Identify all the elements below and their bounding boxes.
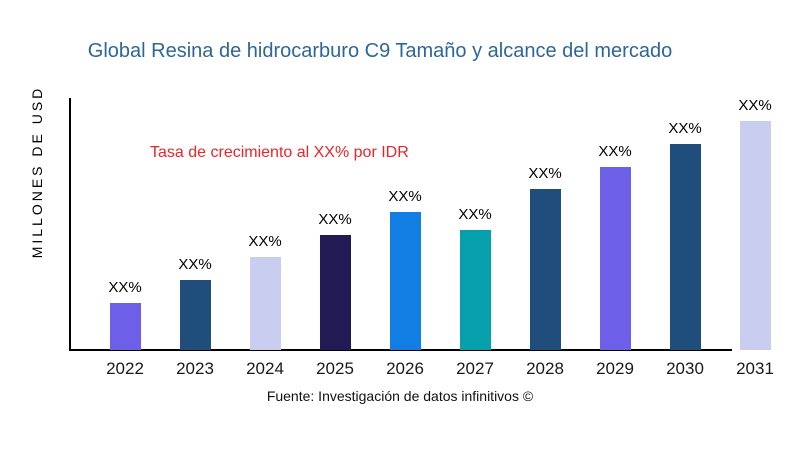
bar-2022 xyxy=(109,303,141,350)
bar-group-2031: XX% 2031 xyxy=(720,97,790,378)
source-caption: Fuente: Investigación de datos infinitiv… xyxy=(266,388,534,404)
tick-label-2030: 2030 xyxy=(666,359,704,378)
bar-group-2026: XX% 2026 xyxy=(370,188,440,378)
bar-group-2030: XX% 2030 xyxy=(650,120,720,378)
bar-value-label: XX% xyxy=(528,165,562,182)
bar-value-label: XX% xyxy=(318,211,352,228)
tick-label-2025: 2025 xyxy=(316,359,354,378)
bar-group-2022: XX% 2022 xyxy=(90,279,160,378)
bar-group-2027: XX% 2027 xyxy=(440,206,510,378)
tick-label-2027: 2027 xyxy=(456,359,494,378)
bar-value-label: XX% xyxy=(458,206,492,223)
chart-title: Global Resina de hidrocarburo C9 Tamaño … xyxy=(87,40,673,62)
tick-label-2026: 2026 xyxy=(386,359,424,378)
bar-2031 xyxy=(739,121,771,350)
bar-value-label: XX% xyxy=(108,279,142,296)
bar-2024 xyxy=(249,257,281,350)
bar-2030 xyxy=(669,144,701,350)
tick-label-2023: 2023 xyxy=(176,359,214,378)
bar-2025 xyxy=(319,235,351,350)
bar-group-2028: XX% 2028 xyxy=(510,165,580,378)
bar-2027 xyxy=(459,230,491,350)
tick-label-2031: 2031 xyxy=(736,359,774,378)
bar-value-label: XX% xyxy=(248,233,282,250)
bar-2026 xyxy=(389,212,421,350)
bar-group-2023: XX% 2023 xyxy=(160,256,230,378)
tick-label-2024: 2024 xyxy=(246,359,284,378)
bar-group-2025: XX% 2025 xyxy=(300,211,370,378)
growth-rate-annotation: Tasa de crecimiento al XX% por IDR xyxy=(150,144,409,161)
bar-2028 xyxy=(529,189,561,350)
bar-2029 xyxy=(599,167,631,350)
bar-value-label: XX% xyxy=(178,256,212,273)
bar-value-label: XX% xyxy=(598,143,632,160)
bar-value-label: XX% xyxy=(668,120,702,137)
bar-group-2024: XX% 2024 xyxy=(230,233,300,378)
tick-label-2028: 2028 xyxy=(526,359,564,378)
bar-value-label: XX% xyxy=(738,97,772,114)
bar-2023 xyxy=(179,280,211,350)
tick-label-2022: 2022 xyxy=(106,359,144,378)
bar-value-label: XX% xyxy=(388,188,422,205)
tick-label-2029: 2029 xyxy=(596,359,634,378)
bar-group-2029: XX% 2029 xyxy=(580,143,650,378)
x-axis-line xyxy=(69,349,732,351)
y-axis-line xyxy=(69,98,71,351)
y-axis-label: MILLONES DE USD xyxy=(29,85,45,259)
